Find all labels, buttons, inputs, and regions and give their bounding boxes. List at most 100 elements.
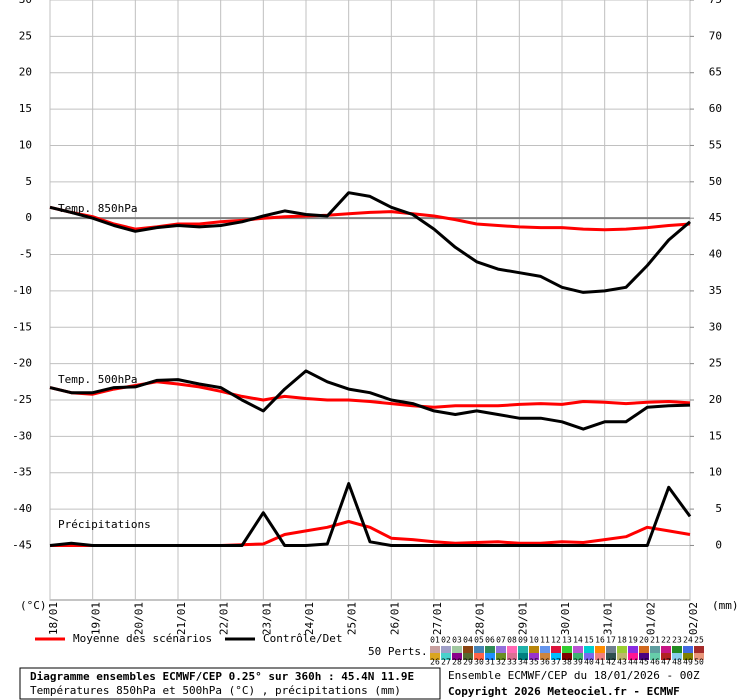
member-label: 10: [529, 636, 539, 645]
member-swatch: [683, 646, 693, 653]
member-swatch: [650, 646, 660, 653]
member-label: 36: [540, 658, 550, 667]
member-label: 18: [617, 636, 627, 645]
member-swatch: [485, 653, 495, 660]
member-label: 29: [463, 658, 473, 667]
member-swatch: [584, 646, 594, 653]
chart-subtitle: Températures 850hPa et 500hPa (°C) , pré…: [30, 684, 401, 697]
member-label: 48: [672, 658, 682, 667]
member-label: 21: [650, 636, 660, 645]
member-label: 27: [441, 658, 451, 667]
member-label: 16: [595, 636, 605, 645]
member-swatch: [661, 646, 671, 653]
member-label: 03: [452, 636, 462, 645]
member-label: 24: [683, 636, 693, 645]
member-label: 46: [650, 658, 660, 667]
x-tick-label: 24/01: [303, 602, 316, 635]
annotation: Précipitations: [58, 518, 151, 531]
member-swatch: [683, 653, 693, 660]
x-tick-label: 28/01: [474, 602, 487, 635]
member-swatch: [441, 646, 451, 653]
member-swatch: [694, 646, 704, 653]
member-swatch: [606, 646, 616, 653]
member-label: 20: [639, 636, 649, 645]
member-swatch: [628, 653, 638, 660]
annotation: Temp. 500hPa: [58, 373, 137, 386]
member-swatch: [518, 646, 528, 653]
x-tick-label: 30/01: [559, 602, 572, 635]
member-swatch: [474, 653, 484, 660]
y2-tick-label: 25: [709, 357, 722, 370]
y2-tick-label: 35: [709, 284, 722, 297]
member-label: 34: [518, 658, 528, 667]
member-swatch: [584, 653, 594, 660]
y2-tick-label: 55: [709, 138, 722, 151]
member-label: 23: [672, 636, 682, 645]
member-swatch: [430, 646, 440, 653]
member-swatch: [507, 646, 517, 653]
x-tick-label: 20/01: [132, 602, 145, 635]
y-tick-label: -45: [12, 538, 32, 551]
y2-tick-label: 45: [709, 211, 722, 224]
y2-tick-label: 5: [715, 502, 722, 515]
member-label: 50: [694, 658, 704, 667]
y-tick-label: 20: [19, 66, 32, 79]
member-label: 11: [540, 636, 550, 645]
member-label: 09: [518, 636, 528, 645]
members-label: 50 Perts.: [368, 645, 428, 658]
member-swatch: [595, 653, 605, 660]
x-tick-label: 19/01: [90, 602, 103, 635]
chart-title: Diagramme ensembles ECMWF/CEP 0.25° sur …: [30, 670, 414, 683]
member-label: 28: [452, 658, 462, 667]
member-label: 44: [628, 658, 638, 667]
x-tick-label: 27/01: [431, 602, 444, 635]
member-swatch: [562, 646, 572, 653]
x-tick-label: 23/01: [260, 602, 273, 635]
y-tick-label: 15: [19, 102, 32, 115]
member-swatch: [573, 653, 583, 660]
member-swatch: [617, 653, 627, 660]
y2-tick-label: 15: [709, 429, 722, 442]
y2-tick-label: 50: [709, 175, 722, 188]
member-label: 49: [683, 658, 693, 667]
series-line: [49, 191, 691, 294]
member-swatch: [551, 646, 561, 653]
member-swatch: [529, 653, 539, 660]
x-tick-label: 25/01: [346, 602, 359, 635]
member-swatch: [430, 653, 440, 660]
member-label: 02: [441, 636, 451, 645]
member-swatch: [694, 653, 704, 660]
member-label: 39: [573, 658, 583, 667]
member-swatch: [496, 646, 506, 653]
member-label: 19: [628, 636, 638, 645]
lines: [49, 191, 692, 547]
y2-tick-label: 30: [709, 320, 722, 333]
y-tick-label: 30: [19, 0, 32, 6]
y2-tick-label: 65: [709, 66, 722, 79]
y2-tick-label: 60: [709, 102, 722, 115]
member-label: 43: [617, 658, 627, 667]
member-swatch: [463, 646, 473, 653]
member-swatch: [562, 653, 572, 660]
y-tick-label: -15: [12, 320, 32, 333]
member-swatch: [529, 646, 539, 653]
x-tick-label: 21/01: [175, 602, 188, 635]
member-swatch: [452, 646, 462, 653]
member-label: 37: [551, 658, 561, 667]
member-swatch: [441, 653, 451, 660]
member-label: 06: [485, 636, 495, 645]
member-label: 04: [463, 636, 473, 645]
y2-tick-label: 40: [709, 248, 722, 261]
member-label: 38: [562, 658, 572, 667]
x-tick-label: 29/01: [516, 602, 529, 635]
member-swatch: [639, 653, 649, 660]
y2-tick-label: 10: [709, 466, 722, 479]
y-axis-label: (°C): [20, 599, 47, 612]
member-label: 15: [584, 636, 594, 645]
member-label: 47: [661, 658, 671, 667]
member-swatch: [672, 653, 682, 660]
member-label: 07: [496, 636, 506, 645]
series-line: [49, 482, 692, 547]
member-swatch: [518, 653, 528, 660]
